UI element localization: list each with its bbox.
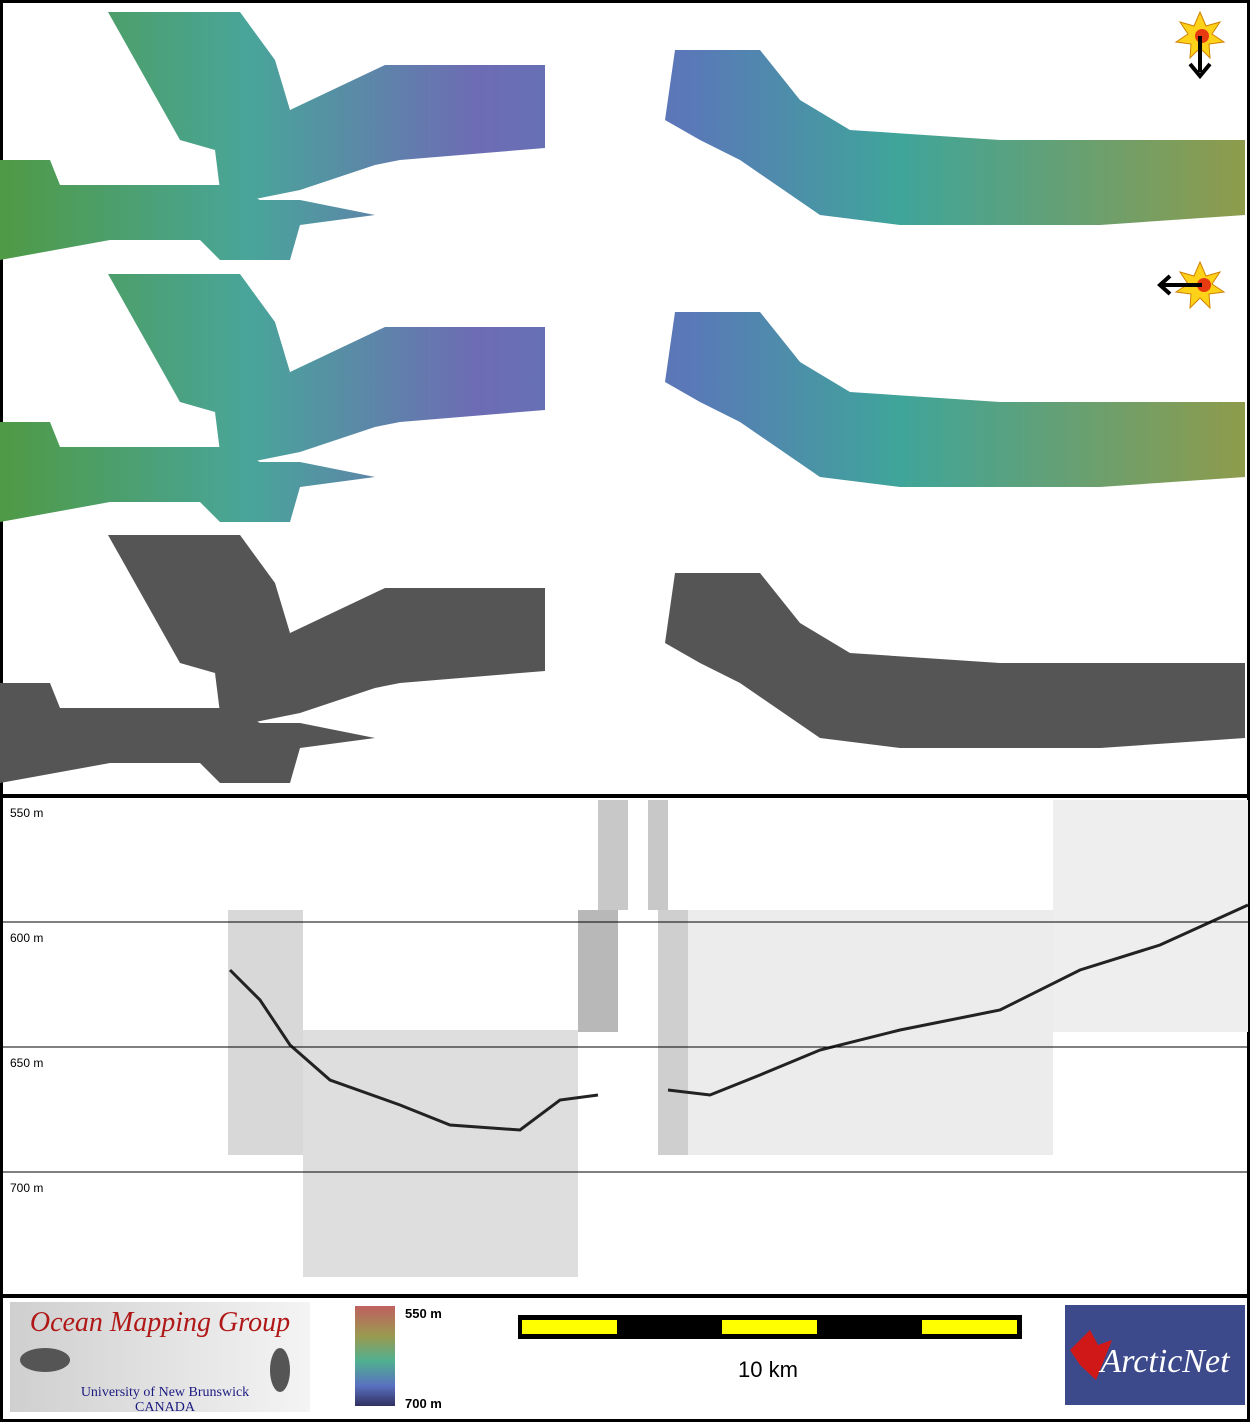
- depth-label: 650 m: [10, 1056, 43, 1070]
- scale-bar: [518, 1315, 1022, 1339]
- partner-name: ArcticNet: [1098, 1343, 1231, 1380]
- partner-logo: ArcticNet: [1065, 1305, 1245, 1405]
- depth-grid: [0, 921, 1250, 1173]
- sun-icon-north: [1174, 10, 1226, 80]
- logo-country: CANADA: [135, 1400, 196, 1415]
- logo: Ocean Mapping Group University of New Br…: [10, 1302, 310, 1415]
- logo-institution: University of New Brunswick: [81, 1385, 249, 1400]
- depth-label: 700 m: [10, 1181, 43, 1195]
- depth-label: 600 m: [10, 931, 43, 945]
- scale-label: 10 km: [738, 1357, 798, 1382]
- logo-title: Ocean Mapping Group: [30, 1307, 290, 1338]
- colorbar: [355, 1306, 395, 1406]
- depth-label: 550 m: [10, 806, 43, 820]
- colorbar-top: 550 m: [405, 1306, 442, 1321]
- sun-icon-east: [1157, 260, 1226, 310]
- colorbar-bottom: 700 m: [405, 1396, 442, 1411]
- subbottom-profile: [228, 800, 1249, 1277]
